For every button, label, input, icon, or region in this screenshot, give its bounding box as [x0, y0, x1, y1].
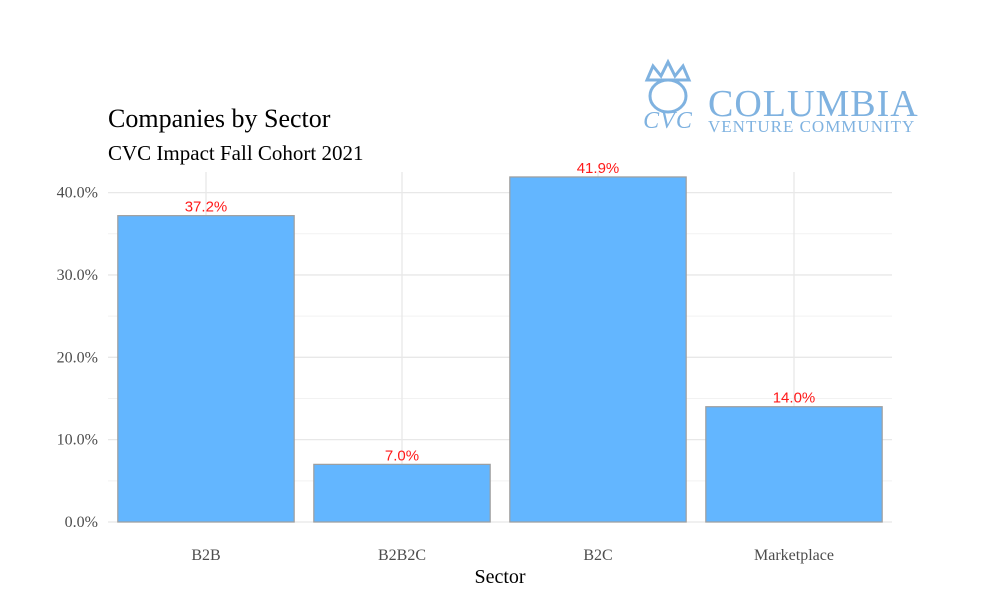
logo-name: COLUMBIA	[708, 83, 919, 125]
chart-title: Companies by Sector	[108, 104, 331, 133]
x-tick-label: B2B	[191, 547, 220, 564]
y-tick-label: 10.0%	[57, 432, 98, 449]
x-axis-label: Sector	[474, 566, 525, 588]
bar-b2c	[509, 176, 687, 523]
lion-crest-icon: CVC	[643, 58, 693, 134]
x-tick-label: Marketplace	[754, 547, 834, 564]
x-tick-label: B2C	[583, 547, 612, 564]
bars	[117, 176, 883, 523]
data-label: 37.2%	[185, 199, 228, 216]
x-tick-label: B2B2C	[378, 547, 426, 564]
logo-monogram: CVC	[643, 108, 693, 134]
bar-marketplace	[705, 406, 883, 523]
data-label: 41.9%	[577, 160, 620, 177]
data-label: 14.0%	[773, 390, 816, 407]
columbia-venture-community-logo: CVC COLUMBIA VENTURE COMMUNITY	[643, 58, 919, 136]
bar-b2b2c	[313, 463, 491, 523]
chart-subtitle: CVC Impact Fall Cohort 2021	[108, 141, 364, 165]
bar-b2b	[117, 215, 295, 523]
y-tick-label: 20.0%	[57, 349, 98, 366]
y-tick-label: 30.0%	[57, 267, 98, 284]
y-tick-label: 0.0%	[65, 514, 98, 531]
y-axis-ticks: 0.0% 10.0% 20.0% 30.0% 40.0%	[57, 185, 98, 531]
logo-tagline: VENTURE COMMUNITY	[708, 117, 915, 136]
data-label: 7.0%	[385, 447, 419, 464]
x-axis-ticks: B2B B2B2C B2C Marketplace	[191, 547, 834, 564]
data-labels: 37.2% 7.0% 41.9% 14.0%	[185, 160, 816, 464]
y-tick-label: 40.0%	[57, 185, 98, 202]
